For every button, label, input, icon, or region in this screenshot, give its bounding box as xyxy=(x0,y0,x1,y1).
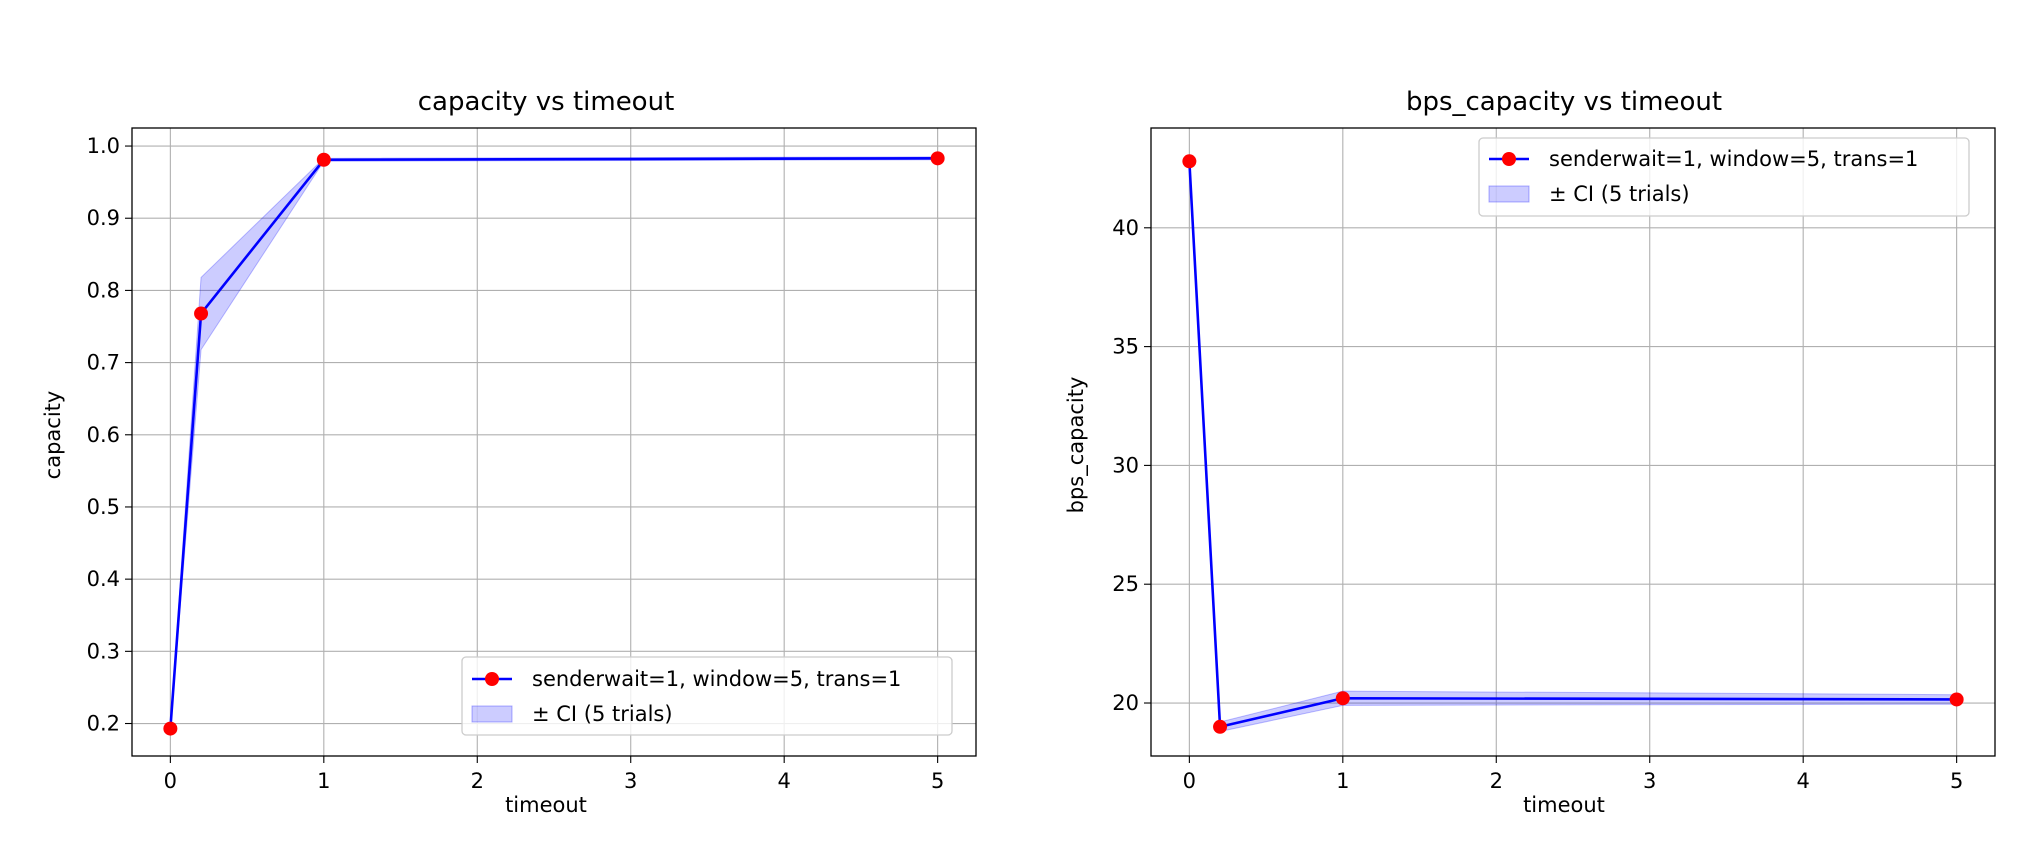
x-tick-label: 1 xyxy=(1336,769,1349,793)
data-point xyxy=(194,306,209,321)
y-tick-label: 0.8 xyxy=(87,278,120,302)
capacity-chart: capacity vs timeout timeout capacity 0 1 2… xyxy=(41,87,977,817)
data-point xyxy=(1335,691,1350,706)
y-tick-label: 0.2 xyxy=(87,712,120,736)
x-tick-label: 3 xyxy=(624,769,637,793)
series-lines xyxy=(169,157,938,729)
legend-ci-swatch xyxy=(471,705,513,723)
x-axis-label: timeout xyxy=(505,793,587,817)
series-lines xyxy=(1188,161,1957,729)
x-tick-label: 5 xyxy=(1950,769,1963,793)
data-point xyxy=(930,151,945,166)
y-axis-label: capacity xyxy=(41,391,65,480)
x-tick-label: 2 xyxy=(1490,769,1503,793)
ci-band xyxy=(169,156,939,729)
chart-title: bps_capacity vs timeout xyxy=(1406,87,1722,117)
ci-band xyxy=(1188,161,1958,733)
legend-series-label: senderwait=1, window=5, trans=1 xyxy=(1549,147,1918,171)
y-tick-label: 0.6 xyxy=(87,423,120,447)
y-tick-label: 0.4 xyxy=(87,567,120,591)
legend-box xyxy=(1478,137,1970,217)
x-tick-label: 5 xyxy=(931,769,944,793)
legend-series-label: senderwait=1, window=5, trans=1 xyxy=(532,667,901,691)
data-point xyxy=(163,721,178,736)
series-points xyxy=(163,151,945,736)
x-tick-label: 3 xyxy=(1643,769,1656,793)
axes-frame xyxy=(1150,127,1996,757)
grid xyxy=(1151,128,1995,756)
y-tick-label: 0.9 xyxy=(87,206,120,230)
series-line xyxy=(169,157,938,729)
legend: senderwait=1, window=5, trans=1 ± CI (5 … xyxy=(461,656,953,736)
y-tick-label: 40 xyxy=(1112,216,1139,240)
y-tick-label: 20 xyxy=(1112,691,1139,715)
y-tick-label: 0.3 xyxy=(87,639,120,663)
y-axis-label: bps_capacity xyxy=(1064,377,1089,514)
legend-ci-swatch xyxy=(1488,185,1530,203)
data-point xyxy=(1949,692,1964,707)
x-tick-label: 2 xyxy=(471,769,484,793)
x-axis-label: timeout xyxy=(1523,793,1605,817)
y-tick-label: 25 xyxy=(1112,572,1139,596)
legend-marker-swatch xyxy=(1502,152,1516,166)
series-points xyxy=(1182,154,1964,734)
y-tick-label: 30 xyxy=(1112,453,1139,477)
legend: senderwait=1, window=5, trans=1 ± CI (5 … xyxy=(1478,137,1970,217)
bps-capacity-chart: bps_capacity vs timeout timeout bps_capa… xyxy=(1064,87,1996,817)
y-tick-label: 0.5 xyxy=(87,495,120,519)
grid xyxy=(132,128,976,756)
y-ticks: 0.2 0.3 0.4 0.5 0.6 0.7 0.8 0.9 1.0 xyxy=(87,134,132,736)
series-line xyxy=(1188,161,1957,729)
x-tick-label: 0 xyxy=(1183,769,1196,793)
ci-area xyxy=(1188,161,1958,733)
x-tick-label: 0 xyxy=(164,769,177,793)
data-point xyxy=(316,152,331,167)
axes-border xyxy=(1150,127,1996,757)
axes-frame xyxy=(131,127,977,757)
x-ticks: 0 1 2 3 4 5 xyxy=(164,756,944,793)
ci-area xyxy=(169,156,939,729)
y-tick-label: 0.7 xyxy=(87,351,120,375)
x-tick-label: 4 xyxy=(777,769,790,793)
legend-ci-label: ± CI (5 trials) xyxy=(532,702,673,726)
y-ticks: 20 25 30 35 40 xyxy=(1112,216,1151,715)
y-tick-label: 35 xyxy=(1112,335,1139,359)
x-tick-label: 1 xyxy=(317,769,330,793)
axes-border xyxy=(131,127,977,757)
y-tick-label: 1.0 xyxy=(87,134,120,158)
chart-title: capacity vs timeout xyxy=(418,87,675,117)
legend-marker-swatch xyxy=(485,672,499,686)
legend-box xyxy=(461,656,953,736)
x-ticks: 0 1 2 3 4 5 xyxy=(1183,756,1963,793)
legend-ci-label: ± CI (5 trials) xyxy=(1549,182,1690,206)
data-point xyxy=(1182,154,1197,169)
data-point xyxy=(1213,719,1228,734)
x-tick-label: 4 xyxy=(1796,769,1809,793)
